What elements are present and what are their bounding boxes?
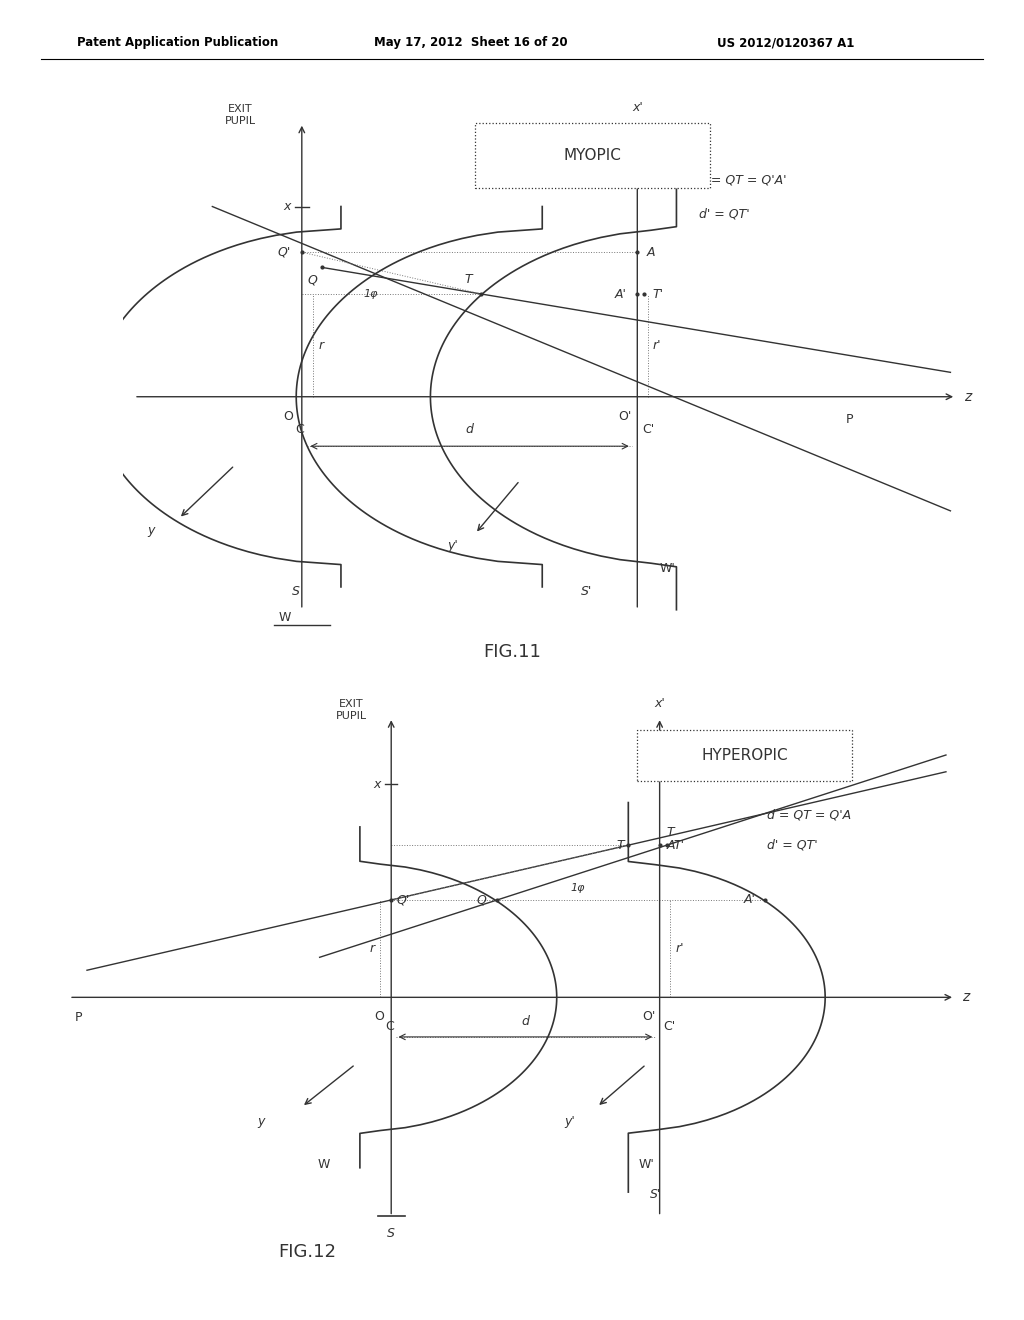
Text: FIG.12: FIG.12 — [279, 1243, 336, 1262]
Text: d = QT = Q'A: d = QT = Q'A — [767, 808, 851, 821]
Text: x': x' — [632, 100, 643, 114]
Text: d' = QT': d' = QT' — [767, 838, 817, 851]
Text: r: r — [318, 339, 324, 352]
Text: C: C — [295, 424, 304, 437]
Text: O: O — [374, 1010, 384, 1023]
Text: A': A' — [614, 288, 626, 301]
Text: r': r' — [653, 339, 662, 352]
Text: T: T — [667, 826, 675, 840]
Text: C': C' — [642, 424, 654, 437]
Text: P: P — [75, 1011, 82, 1024]
Text: d: d — [466, 424, 473, 437]
FancyBboxPatch shape — [637, 730, 852, 781]
Text: d' = QT': d' = QT' — [698, 207, 750, 220]
Text: x: x — [373, 777, 381, 791]
Text: US 2012/0120367 A1: US 2012/0120367 A1 — [717, 36, 854, 49]
Text: T: T — [465, 273, 472, 286]
Text: Q': Q' — [396, 894, 410, 907]
Text: T: T — [616, 838, 624, 851]
Text: W': W' — [638, 1158, 654, 1171]
Text: Q: Q — [476, 894, 486, 907]
Text: W: W — [317, 1158, 331, 1171]
Text: S': S' — [649, 1188, 660, 1201]
Text: y': y' — [447, 539, 458, 552]
Text: A': A' — [743, 894, 756, 907]
Text: r: r — [370, 942, 375, 956]
Text: S: S — [292, 585, 300, 598]
Text: S': S' — [582, 585, 593, 598]
Text: MYOPIC: MYOPIC — [563, 148, 622, 162]
Text: C: C — [385, 1020, 394, 1034]
Text: C': C' — [664, 1020, 676, 1034]
Text: S: S — [387, 1228, 395, 1241]
Text: 1φ: 1φ — [364, 289, 378, 300]
Text: r': r' — [676, 942, 684, 956]
Text: y: y — [147, 524, 155, 537]
Text: W': W' — [659, 562, 676, 574]
Text: O: O — [283, 411, 293, 424]
Text: A: A — [646, 246, 654, 259]
Text: z: z — [964, 389, 971, 404]
Text: x': x' — [654, 697, 665, 710]
Text: EXIT
PUPIL: EXIT PUPIL — [336, 700, 367, 722]
Text: Q: Q — [307, 273, 317, 286]
Text: Q': Q' — [278, 246, 291, 259]
Text: A: A — [667, 838, 675, 851]
Text: T': T' — [674, 838, 685, 851]
Text: W: W — [279, 611, 291, 624]
FancyBboxPatch shape — [475, 123, 710, 187]
Text: x: x — [284, 201, 291, 213]
Text: z: z — [963, 990, 970, 1005]
Text: May 17, 2012  Sheet 16 of 20: May 17, 2012 Sheet 16 of 20 — [374, 36, 567, 49]
Text: y': y' — [565, 1115, 575, 1129]
Text: EXIT
PUPIL: EXIT PUPIL — [224, 104, 256, 127]
Text: 1φ: 1φ — [570, 883, 585, 892]
Text: FIG.11: FIG.11 — [483, 643, 541, 661]
Text: O': O' — [618, 411, 632, 424]
Text: HYPEROPIC: HYPEROPIC — [701, 748, 787, 763]
Text: d = QT = Q'A': d = QT = Q'A' — [698, 173, 786, 186]
Text: Patent Application Publication: Patent Application Publication — [77, 36, 279, 49]
Text: P: P — [846, 413, 854, 426]
Text: O': O' — [642, 1010, 655, 1023]
Text: T': T' — [653, 288, 664, 301]
Text: d: d — [521, 1015, 529, 1028]
Text: y: y — [258, 1115, 265, 1129]
